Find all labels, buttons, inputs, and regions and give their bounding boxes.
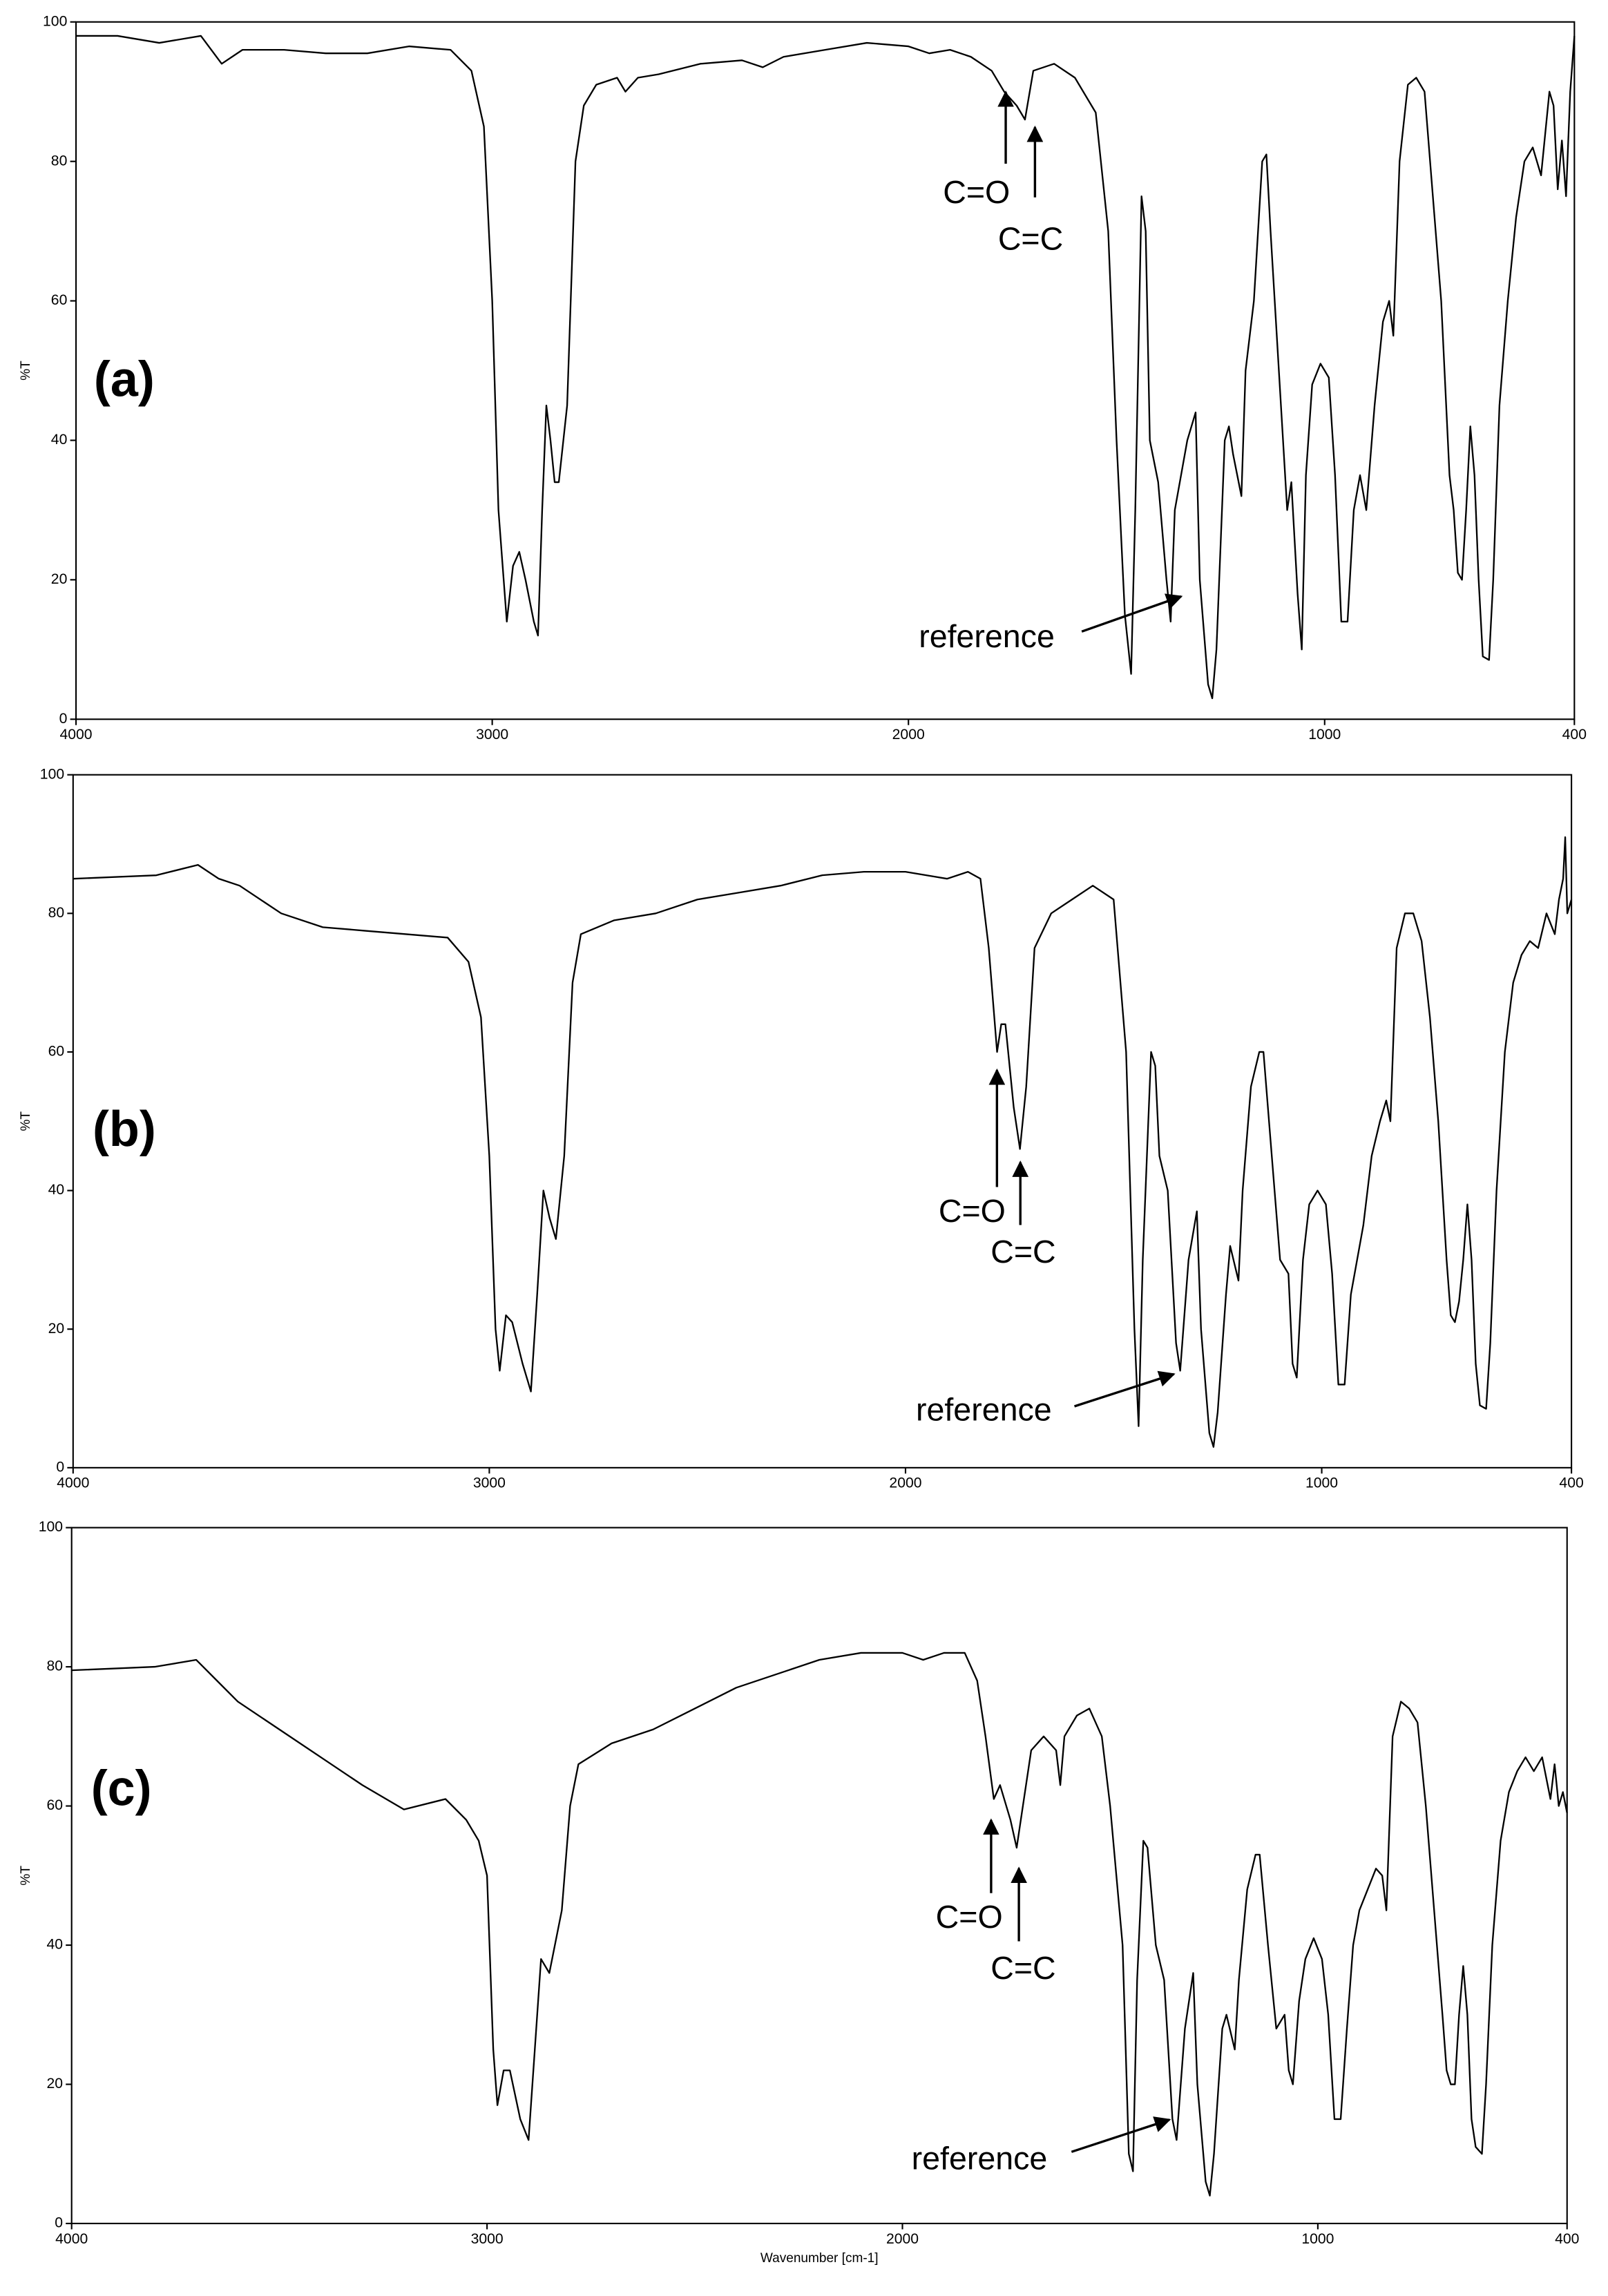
annotation-arrow (1074, 1370, 1176, 1408)
y-tick-label: 60 (46, 1797, 63, 1813)
plot-frame (75, 21, 1576, 720)
y-axis-label: %T (19, 361, 33, 381)
annotation-arrow (1081, 593, 1183, 633)
annotation: C=C (990, 1234, 1055, 1270)
panel-label: (a) (94, 352, 155, 408)
y-tick-label: 80 (46, 1658, 63, 1674)
x-tick-label: 400 (1559, 1475, 1583, 1491)
x-axis-label: Wavenumber [cm-1] (760, 2251, 879, 2266)
x-tick-label: 2000 (892, 727, 925, 743)
y-tick-label: 40 (46, 1937, 63, 1953)
plot-frame (72, 774, 1573, 1469)
y-tick-label: 20 (46, 2076, 63, 2092)
y-tick-label: 80 (48, 905, 65, 921)
x-tick-label: 4000 (60, 727, 93, 743)
annotation: C=O (943, 174, 1010, 210)
spectrum-line (76, 35, 1576, 700)
y-tick-label: 0 (55, 2215, 63, 2231)
x-tick-label: 400 (1562, 727, 1587, 743)
y-tick-label: 20 (48, 1321, 65, 1337)
spectrum-line (71, 1652, 1568, 2197)
panel-label: (b) (93, 1102, 156, 1157)
y-tick-label: 40 (48, 1182, 65, 1198)
annotation: C=C (998, 221, 1063, 257)
x-tick-label: 4000 (55, 2231, 88, 2247)
panel-label: (c) (91, 1761, 152, 1817)
y-axis-label: %T (19, 1111, 33, 1131)
annotation: C=O (939, 1193, 1006, 1229)
y-tick-label: 40 (51, 432, 68, 448)
y-tick-label: 20 (51, 571, 68, 587)
annotation: reference (916, 1392, 1052, 1428)
x-tick-label: 4000 (57, 1475, 89, 1491)
x-tick-label: 2000 (886, 2231, 919, 2247)
x-tick-label: 3000 (476, 727, 508, 743)
x-tick-label: 1000 (1301, 2231, 1334, 2247)
annotation: C=C (990, 1950, 1055, 1986)
y-tick-label: 0 (59, 711, 68, 727)
y-tick-label: 60 (51, 292, 68, 308)
y-tick-label: 0 (56, 1459, 64, 1475)
y-tick-label: 100 (40, 766, 64, 782)
y-tick-label: 80 (51, 153, 68, 169)
y-axis-label: %T (19, 1866, 33, 1886)
y-tick-label: 60 (48, 1044, 65, 1060)
x-tick-label: 400 (1555, 2231, 1579, 2247)
annotation: reference (912, 2140, 1048, 2176)
plot-frame (70, 1527, 1568, 2225)
y-tick-label: 100 (43, 13, 67, 29)
x-tick-label: 2000 (889, 1475, 921, 1491)
x-tick-label: 1000 (1305, 1475, 1338, 1491)
x-tick-label: 3000 (473, 1475, 506, 1491)
annotation: reference (919, 618, 1055, 654)
spectrum-line (73, 836, 1573, 1448)
x-tick-label: 1000 (1308, 727, 1341, 743)
x-tick-label: 3000 (471, 2231, 504, 2247)
annotation-arrow (1071, 2116, 1171, 2153)
y-tick-label: 100 (39, 1519, 63, 1535)
annotation: C=O (936, 1899, 1003, 1935)
